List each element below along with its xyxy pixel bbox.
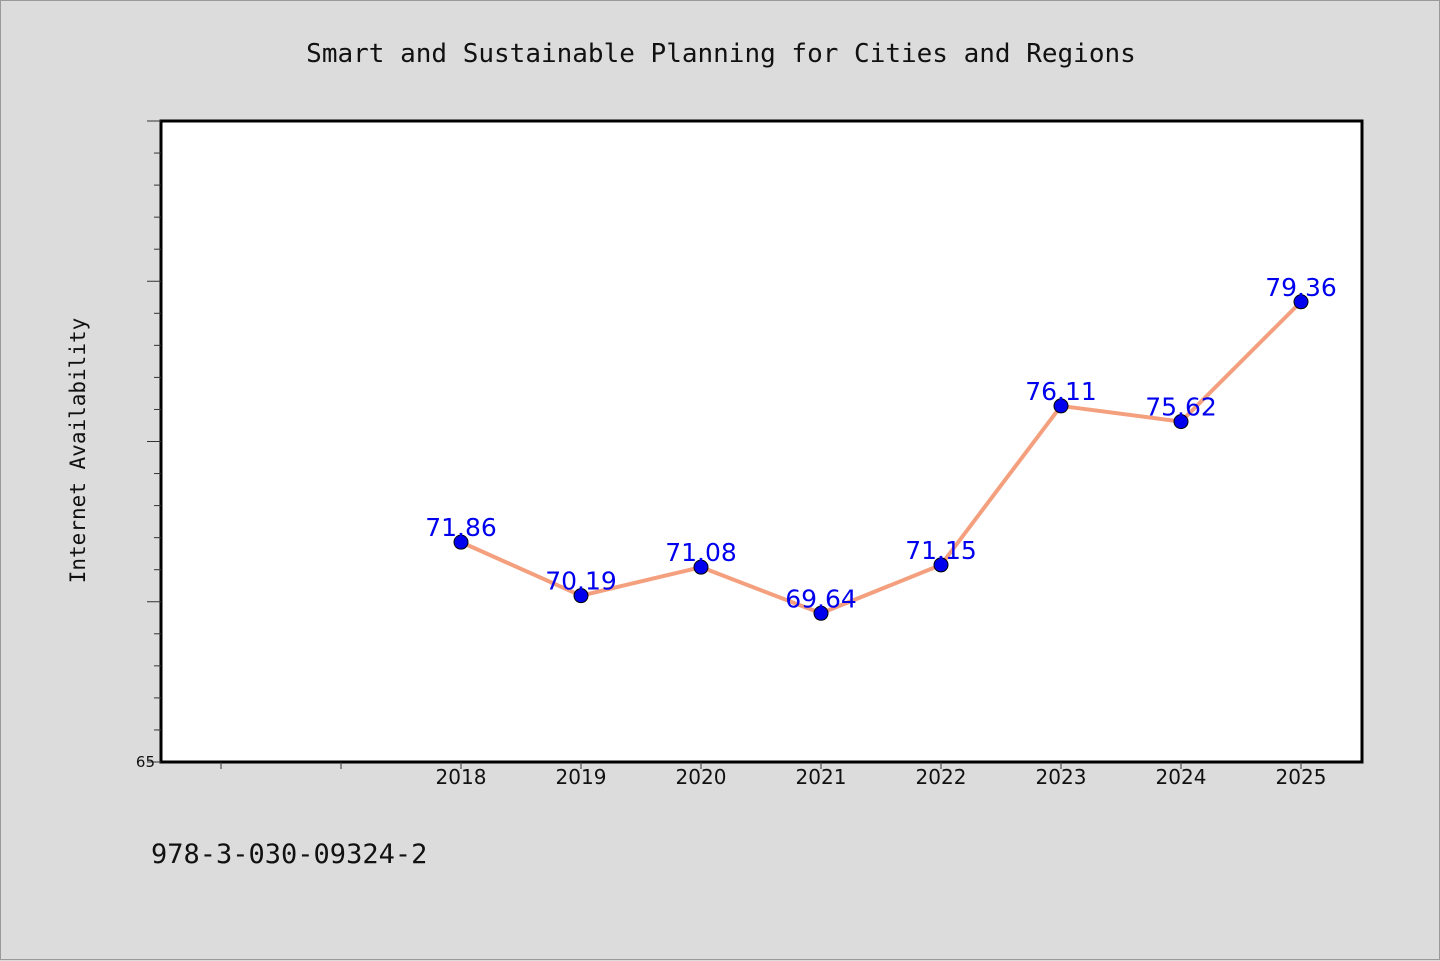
data-label: 71.15: [905, 536, 977, 565]
x-tick-label: 2019: [556, 765, 607, 789]
plot-area: [159, 119, 1364, 764]
isbn-text: 978-3-030-09324-2: [151, 839, 427, 870]
series-line-group: [459, 299, 1303, 616]
y-axis-label: Internet Availability: [66, 318, 90, 584]
data-label: 71.86: [425, 513, 497, 542]
data-point: [1053, 398, 1069, 414]
data-label: 76.11: [1025, 377, 1097, 406]
data-labels: 71.86 70.19 71.08 69.64 71.15 76.11 75.62 79.36: [425, 273, 1337, 614]
x-axis-ticks: [220, 762, 1302, 769]
y-tick-label-min: 65: [136, 753, 155, 771]
data-point: [1173, 414, 1189, 430]
data-label: 69.64: [785, 584, 857, 613]
data-point: [693, 559, 709, 575]
data-point: [813, 605, 829, 621]
data-point: [453, 534, 469, 550]
x-tick-label: 2021: [796, 765, 847, 789]
data-point: [1293, 294, 1309, 310]
x-tick-label: 2023: [1036, 765, 1087, 789]
x-tick-label: 2024: [1156, 765, 1207, 789]
data-point: [933, 557, 949, 573]
x-tick-label: 2020: [676, 765, 727, 789]
data-label: 70.19: [545, 567, 617, 596]
y-axis-ticks: [147, 120, 161, 763]
data-label: 75.62: [1145, 393, 1217, 422]
x-tick-labels: 2018 2019 2020 2021 2022 2023 2024 2025: [436, 765, 1327, 789]
data-label: 71.08: [665, 538, 737, 567]
data-label: 79.36: [1265, 273, 1337, 302]
data-point: [573, 588, 589, 604]
data-markers: [453, 294, 1309, 621]
series-line: [459, 299, 1303, 616]
x-tick-label: 2018: [436, 765, 487, 789]
x-tick-label: 2025: [1276, 765, 1327, 789]
chart-title: Smart and Sustainable Planning for Citie…: [306, 39, 1136, 69]
x-tick-label: 2022: [916, 765, 967, 789]
